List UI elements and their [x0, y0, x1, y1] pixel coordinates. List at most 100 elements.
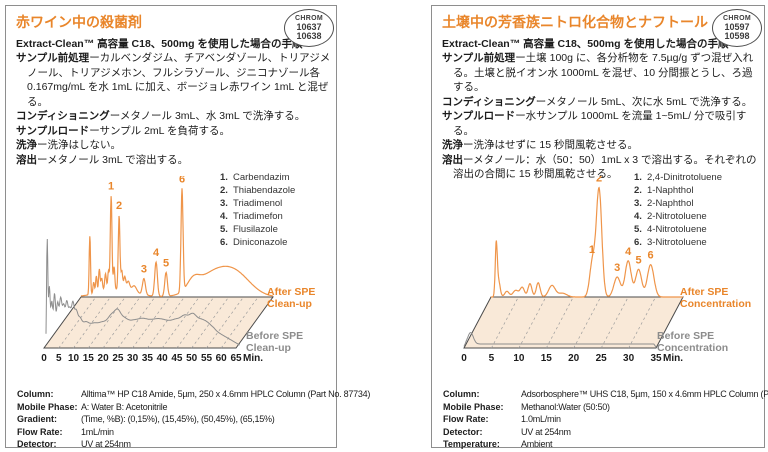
chromatogram-plane	[463, 296, 684, 349]
step-text: ー洗浄はせずに 15 秒間風乾させる。	[463, 139, 639, 151]
page-title: 土壌中の芳香族ニトロ化合物とナフトール	[442, 14, 708, 30]
spec-key: Detector:	[17, 439, 57, 450]
after-spe-trace	[80, 188, 274, 298]
chrom-number: 10598	[724, 31, 750, 41]
step-label: 溶出	[442, 153, 463, 166]
legend-name: Triadimefon	[233, 211, 283, 222]
spec-row: Flow Rate: 1.0mL/min	[443, 413, 768, 426]
spec-key: Mobile Phase:	[17, 401, 78, 412]
legend-item: 6. Diniconazole	[220, 236, 295, 249]
page-title: 赤ワイン中の殺菌剤	[16, 14, 142, 30]
x-tick-label: 5	[489, 353, 495, 364]
grid-dash	[518, 296, 547, 349]
peak-number: 4	[625, 246, 632, 258]
legend-number: 2.	[634, 185, 642, 196]
x-tick-label: 20	[568, 353, 580, 364]
x-tick-label: 15	[83, 353, 95, 364]
legend-name: Diniconazole	[233, 237, 288, 248]
compound-legend: 1. 2,4-Dinitrotoluene 2. 1-Naphthol 3. 2-Naph…	[634, 171, 722, 249]
spec-value: 1mL/min	[81, 426, 114, 437]
step-text: ーメタノール 3mL、水 3mL で洗浄する。	[109, 110, 306, 122]
legend-item: 5. 4-Nitrotoluene	[634, 223, 722, 236]
step-text: ーサンプル 2mL を負荷する。	[89, 124, 231, 137]
step-label: コンディショニング	[442, 95, 536, 108]
procedure-step: 溶出ーメタノール：水（50：50）1mL x 3 で溶出する。それぞれの溶出の合…	[442, 153, 758, 182]
step-label: サンプルロード	[442, 110, 516, 122]
legend-item: 1. Carbendazim	[220, 171, 295, 184]
grid-dash	[573, 296, 602, 349]
spec-value: Methanol:Water (50:50)	[521, 401, 610, 412]
step-label: 洗浄	[16, 139, 37, 151]
legend-number: 6.	[220, 237, 228, 248]
spec-value: UV at 254nm	[521, 426, 571, 437]
legend-number: 3.	[634, 198, 642, 209]
step-text: ーメタノール 3mL で溶出する。	[37, 153, 189, 166]
spec-key: Flow Rate:	[17, 426, 63, 437]
x-tick-label: 10	[513, 353, 525, 364]
peak-number: 5	[163, 258, 169, 270]
procedure-step: サンプル前処理ー土壌 100g に、各分析物を 7.5µg/g ずつ混ぜ入れる。…	[442, 51, 758, 95]
spec-row: Temperature: Ambient	[443, 438, 768, 451]
x-axis-label: Min.	[663, 353, 683, 364]
x-tick-label: 55	[201, 353, 213, 364]
after-spe-series-label: After SPE Clean-up	[267, 286, 315, 310]
procedure-step: サンプルロードー水サンプル 1000mL を流量 1~5mL/ 分で吸引する。	[442, 109, 758, 138]
chrom-badge: CHROM 10637 10638	[284, 9, 334, 47]
peak-number: 6	[648, 250, 654, 262]
procedure-step: サンプル前処理ーカルベンダジム、チアベンダゾール、トリアジメノール、トリアジメホ…	[16, 51, 332, 109]
spec-key: Temperature:	[443, 439, 500, 450]
x-tick-label: 35	[142, 353, 154, 364]
peak-number: 1	[108, 181, 114, 193]
procedure-steps: サンプル前処理ーカルベンダジム、チアベンダゾール、トリアジメノール、トリアジメホ…	[16, 51, 332, 167]
x-tick-label: 40	[157, 353, 169, 364]
x-tick-label: 15	[541, 353, 553, 364]
spec-key: Flow Rate:	[443, 414, 489, 425]
grid-dash	[628, 296, 656, 349]
legend-name: Triadimenol	[233, 198, 283, 209]
before-spe-series-label: Before SPE Clean-up	[246, 330, 303, 354]
x-tick-label: 5	[56, 353, 62, 364]
peak-number: 1	[589, 244, 595, 256]
step-label: サンプルロード	[16, 124, 90, 137]
chromatogram: 0 5 10 15 20 25 30 35 40 45 50 55 60 65 Min.123456Afte…	[41, 176, 315, 364]
procedure-step: コンディショニングーメタノール 5mL、次に水 5mL で洗浄する。	[442, 95, 758, 110]
procedure-step: 洗浄ー洗浄はせずに 15 秒間風乾させる。	[442, 138, 758, 153]
spec-row: Detector: UV at 254nm	[443, 426, 768, 439]
spec-value: (Time, %B): (0,15%), (15,45%), (50,45%),…	[81, 414, 275, 425]
x-axis-label: Min.	[243, 353, 263, 364]
step-label: サンプル前処理	[442, 52, 516, 64]
chrom-number: 10638	[296, 31, 322, 41]
legend-number: 2.	[220, 185, 228, 196]
peak-number: 4	[153, 247, 160, 259]
legend-item: 2. Thiabendazole	[220, 184, 295, 197]
spec-value: A: Water B: Acetonitrile	[81, 401, 168, 412]
legend-name: 3-Nitrotoluene	[647, 237, 707, 248]
spec-value: UV at 254nm	[81, 439, 131, 450]
peak-number: 2	[116, 200, 122, 212]
application-note-panel-left: 赤ワイン中の殺菌剤 CHROM 10637 10638 Extract-Clea…	[5, 5, 370, 449]
chrom-badge-brand: CHROM	[295, 14, 323, 22]
spec-row: Mobile Phase: Methanol:Water (50:50)	[443, 401, 768, 414]
x-tick-label: 10	[68, 353, 80, 364]
legend-item: 6. 3-Nitrotoluene	[634, 236, 722, 249]
spec-key: Detector:	[443, 426, 483, 437]
step-text: ー洗浄はしない。	[37, 139, 121, 151]
legend-name: 2-Nitrotoluene	[647, 211, 707, 222]
procedure-step: 溶出ーメタノール 3mL で溶出する。	[16, 153, 332, 168]
spec-row: Column: Alltima™ HP C18 Amide, 5µm, 250 x…	[17, 388, 370, 401]
legend-item: 2. 1-Naphthol	[634, 184, 722, 197]
spec-row: Detector: UV at 254nm	[17, 438, 370, 451]
legend-number: 4.	[634, 211, 642, 222]
peak-number: 6	[179, 176, 185, 185]
grid-dash	[491, 296, 519, 349]
peak-number: 3	[141, 264, 147, 276]
step-text: ー土壌 100g に、各分析物を 7.5µg/g ずつ混ぜ入れる。土壌と脱イオン…	[453, 52, 754, 93]
x-tick-label: 35	[650, 353, 662, 364]
x-tick-label: 50	[186, 353, 198, 364]
spec-key: Mobile Phase:	[443, 401, 504, 412]
procedure-step: 洗浄ー洗浄はしない。	[16, 138, 332, 153]
step-label: サンプル前処理	[16, 52, 90, 64]
after-spe-trace	[491, 186, 683, 298]
x-tick-label: 0	[41, 353, 47, 364]
